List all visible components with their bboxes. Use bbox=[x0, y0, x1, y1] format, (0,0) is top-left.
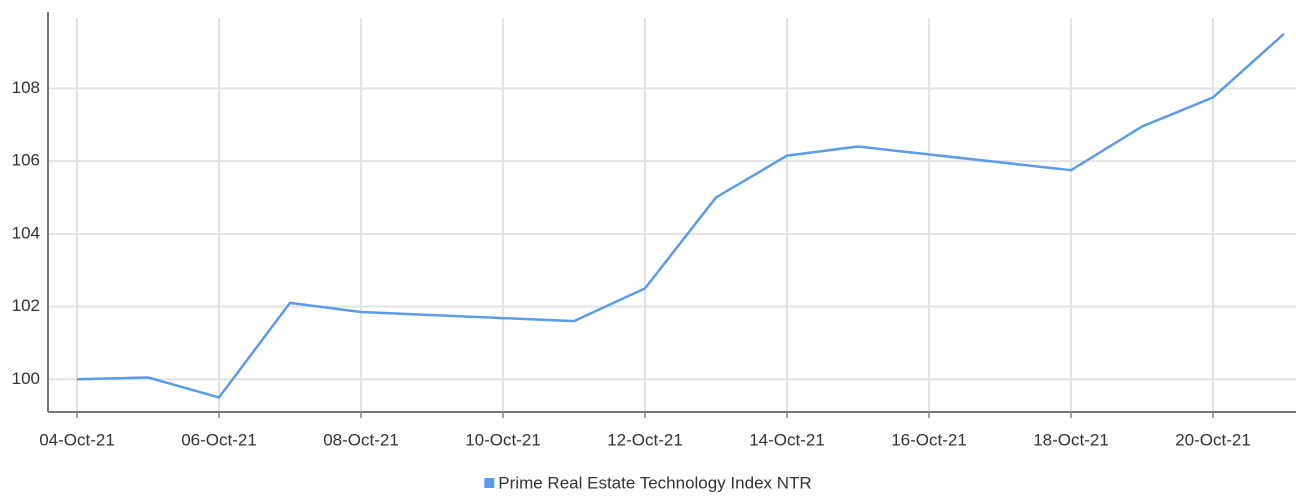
y-tick-label: 100 bbox=[12, 369, 40, 388]
x-tick-label: 04-Oct-21 bbox=[39, 430, 115, 449]
x-tick-label: 10-Oct-21 bbox=[465, 430, 541, 449]
y-tick-label: 104 bbox=[12, 223, 40, 242]
y-tick-label: 106 bbox=[12, 151, 40, 170]
x-tick-label: 16-Oct-21 bbox=[891, 430, 967, 449]
y-tick-label: 102 bbox=[12, 296, 40, 315]
x-tick-label: 08-Oct-21 bbox=[323, 430, 399, 449]
y-tick-label: 108 bbox=[12, 78, 40, 97]
x-tick-label: 14-Oct-21 bbox=[749, 430, 825, 449]
legend-swatch bbox=[484, 478, 495, 488]
x-tick-label: 18-Oct-21 bbox=[1033, 430, 1109, 449]
x-tick-label: 12-Oct-21 bbox=[607, 430, 683, 449]
series-line bbox=[76, 32, 1285, 399]
legend-label: Prime Real Estate Technology Index NTR bbox=[498, 473, 811, 492]
x-tick-label: 20-Oct-21 bbox=[1175, 430, 1251, 449]
x-tick-label: 06-Oct-21 bbox=[181, 430, 257, 449]
